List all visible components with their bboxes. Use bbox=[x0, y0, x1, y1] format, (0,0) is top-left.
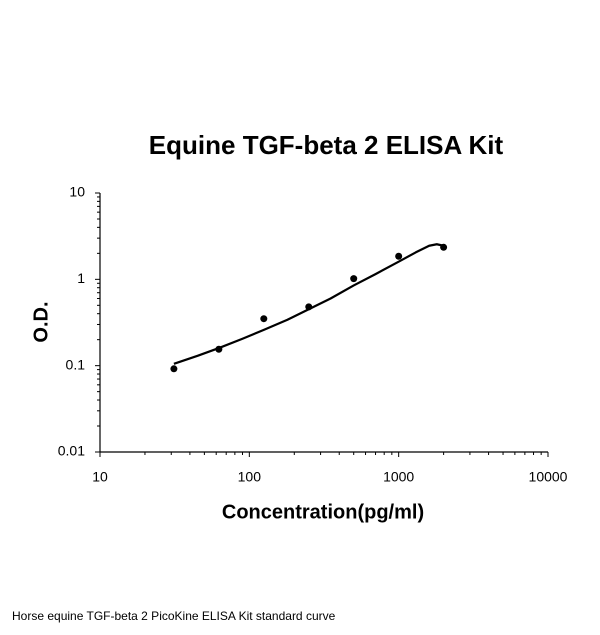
data-point bbox=[350, 275, 358, 283]
x-tick-label: 10 bbox=[92, 469, 108, 485]
y-tick-label: 10 bbox=[69, 184, 85, 200]
data-point bbox=[170, 365, 178, 373]
data-point bbox=[395, 252, 403, 260]
x-axis-label: Concentration(pg/ml) bbox=[222, 501, 424, 523]
fit-curve bbox=[173, 243, 444, 365]
y-axis-label: O.D. bbox=[30, 301, 52, 342]
data-point bbox=[260, 315, 268, 323]
y-tick-label: 0.1 bbox=[66, 356, 86, 372]
x-tick-label: 10000 bbox=[529, 469, 568, 485]
x-tick-label: 100 bbox=[238, 469, 262, 485]
y-tick-label: 1 bbox=[77, 270, 85, 286]
chart-title: Equine TGF-beta 2 ELISA Kit bbox=[149, 130, 504, 160]
x-tick-label: 1000 bbox=[383, 469, 414, 485]
data-point bbox=[305, 303, 313, 311]
caption: Horse equine TGF-beta 2 PicoKine ELISA K… bbox=[12, 609, 336, 623]
y-tick-label: 0.01 bbox=[58, 443, 85, 459]
data-point bbox=[215, 345, 223, 353]
data-point bbox=[440, 243, 448, 251]
